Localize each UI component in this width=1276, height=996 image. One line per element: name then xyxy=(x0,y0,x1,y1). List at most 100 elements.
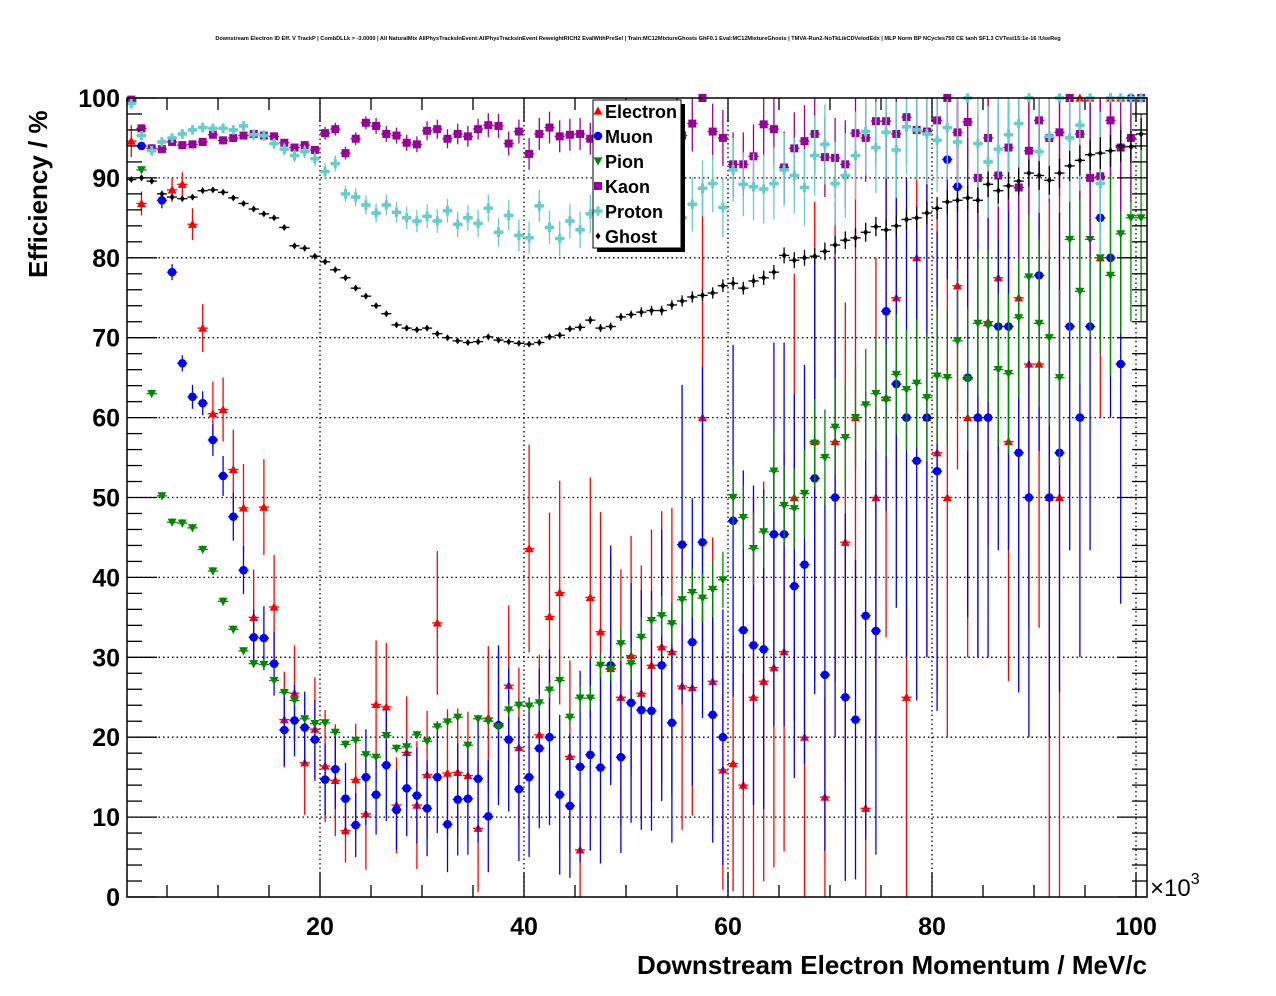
data-point-electron xyxy=(238,463,249,552)
data-point-muon xyxy=(534,668,545,829)
data-point-proton xyxy=(911,98,922,180)
data-point-proton xyxy=(983,105,994,218)
pion-marker xyxy=(300,715,310,724)
data-point-ghost xyxy=(615,312,626,321)
data-point-pion xyxy=(789,468,800,549)
pion-marker xyxy=(779,501,789,510)
electron-marker xyxy=(371,699,381,709)
data-point-pion xyxy=(615,627,626,660)
pion-marker xyxy=(330,728,340,737)
muon-marker xyxy=(239,565,248,575)
kaon-marker xyxy=(708,127,717,136)
proton-marker xyxy=(147,145,157,156)
data-point-proton xyxy=(503,200,514,231)
data-point-proton xyxy=(789,137,800,214)
data-point-proton xyxy=(891,101,902,198)
muon-marker xyxy=(320,775,330,784)
data-point-ghost xyxy=(575,323,586,332)
proton-marker xyxy=(259,130,269,141)
pion-marker xyxy=(259,660,269,669)
data-point-pion xyxy=(391,744,402,753)
electron-marker xyxy=(596,627,605,636)
data-point-pion xyxy=(830,379,841,476)
kaon-marker xyxy=(494,121,503,130)
legend-entry-kaon: Kaon xyxy=(594,177,650,197)
data-point-pion xyxy=(1105,175,1116,376)
kaon-marker xyxy=(178,141,187,150)
pion-marker xyxy=(167,518,177,527)
data-point-proton xyxy=(238,121,249,131)
kaon-marker xyxy=(688,119,697,128)
x-multiplier-exponent: 3 xyxy=(1191,871,1200,888)
proton-marker xyxy=(575,225,585,235)
data-point-pion xyxy=(442,718,453,727)
muon-marker xyxy=(647,706,656,716)
proton-marker xyxy=(973,138,983,149)
data-point-proton xyxy=(493,217,504,247)
data-point-kaon xyxy=(962,98,973,178)
ghost-marker xyxy=(730,279,736,287)
data-point-ghost xyxy=(218,188,229,196)
ghost-marker xyxy=(149,177,155,185)
proton-marker xyxy=(330,158,340,169)
ghost-marker xyxy=(496,336,501,344)
muon-marker xyxy=(1024,493,1034,502)
data-point-pion xyxy=(320,718,331,728)
ghost-marker xyxy=(1016,177,1022,185)
data-point-pion xyxy=(972,251,983,396)
legend-entry-pion: Pion xyxy=(593,152,644,172)
kaon-marker xyxy=(504,139,513,148)
y-tick-label: 70 xyxy=(92,325,120,353)
pion-marker xyxy=(575,694,585,703)
kaon-marker xyxy=(1106,116,1115,125)
ghost-marker xyxy=(628,311,634,319)
data-point-proton xyxy=(830,141,841,226)
pion-marker xyxy=(1095,254,1105,263)
electron-marker xyxy=(432,618,442,627)
kaon-marker xyxy=(341,149,350,158)
data-point-electron xyxy=(218,377,229,442)
proton-marker xyxy=(126,98,136,109)
pion-marker xyxy=(851,414,860,423)
ghost-marker xyxy=(812,252,818,260)
kaon-marker xyxy=(310,145,319,154)
pion-marker xyxy=(912,379,922,388)
data-point-ghost xyxy=(371,302,382,310)
ghost-marker xyxy=(995,187,1001,195)
data-point-ghost xyxy=(360,292,371,300)
data-point-ghost xyxy=(564,325,575,333)
data-point-muon xyxy=(309,699,320,780)
data-point-muon xyxy=(524,697,535,858)
data-point-ghost xyxy=(442,334,453,342)
ghost-marker xyxy=(475,338,481,346)
electron-marker xyxy=(728,759,738,768)
muon-marker xyxy=(616,752,626,762)
data-point-ghost xyxy=(1054,158,1065,188)
data-point-muon xyxy=(391,769,402,850)
muon-marker xyxy=(402,784,412,793)
kaon-marker xyxy=(565,130,574,139)
pion-marker xyxy=(942,374,952,383)
pion-marker xyxy=(718,576,728,585)
ghost-marker xyxy=(1057,169,1062,177)
kaon-marker xyxy=(372,121,381,130)
data-point-pion xyxy=(850,365,861,470)
data-point-ghost xyxy=(269,214,280,222)
data-point-ghost xyxy=(228,194,239,202)
muon-marker xyxy=(361,772,371,782)
data-point-ghost xyxy=(146,177,157,185)
proton-marker xyxy=(1014,118,1024,129)
ghost-marker xyxy=(689,293,695,301)
proton-marker xyxy=(687,199,697,210)
pion-marker xyxy=(1004,370,1013,379)
data-point-muon xyxy=(513,717,524,862)
data-point-muon xyxy=(177,355,188,372)
data-point-muon xyxy=(320,743,331,816)
data-point-pion xyxy=(269,676,280,685)
data-point-ghost xyxy=(462,338,473,346)
data-point-proton xyxy=(381,194,392,216)
proton-marker xyxy=(1034,146,1044,157)
ghost-marker xyxy=(873,223,879,231)
data-point-ghost xyxy=(1044,165,1055,195)
muon-marker xyxy=(688,637,697,647)
